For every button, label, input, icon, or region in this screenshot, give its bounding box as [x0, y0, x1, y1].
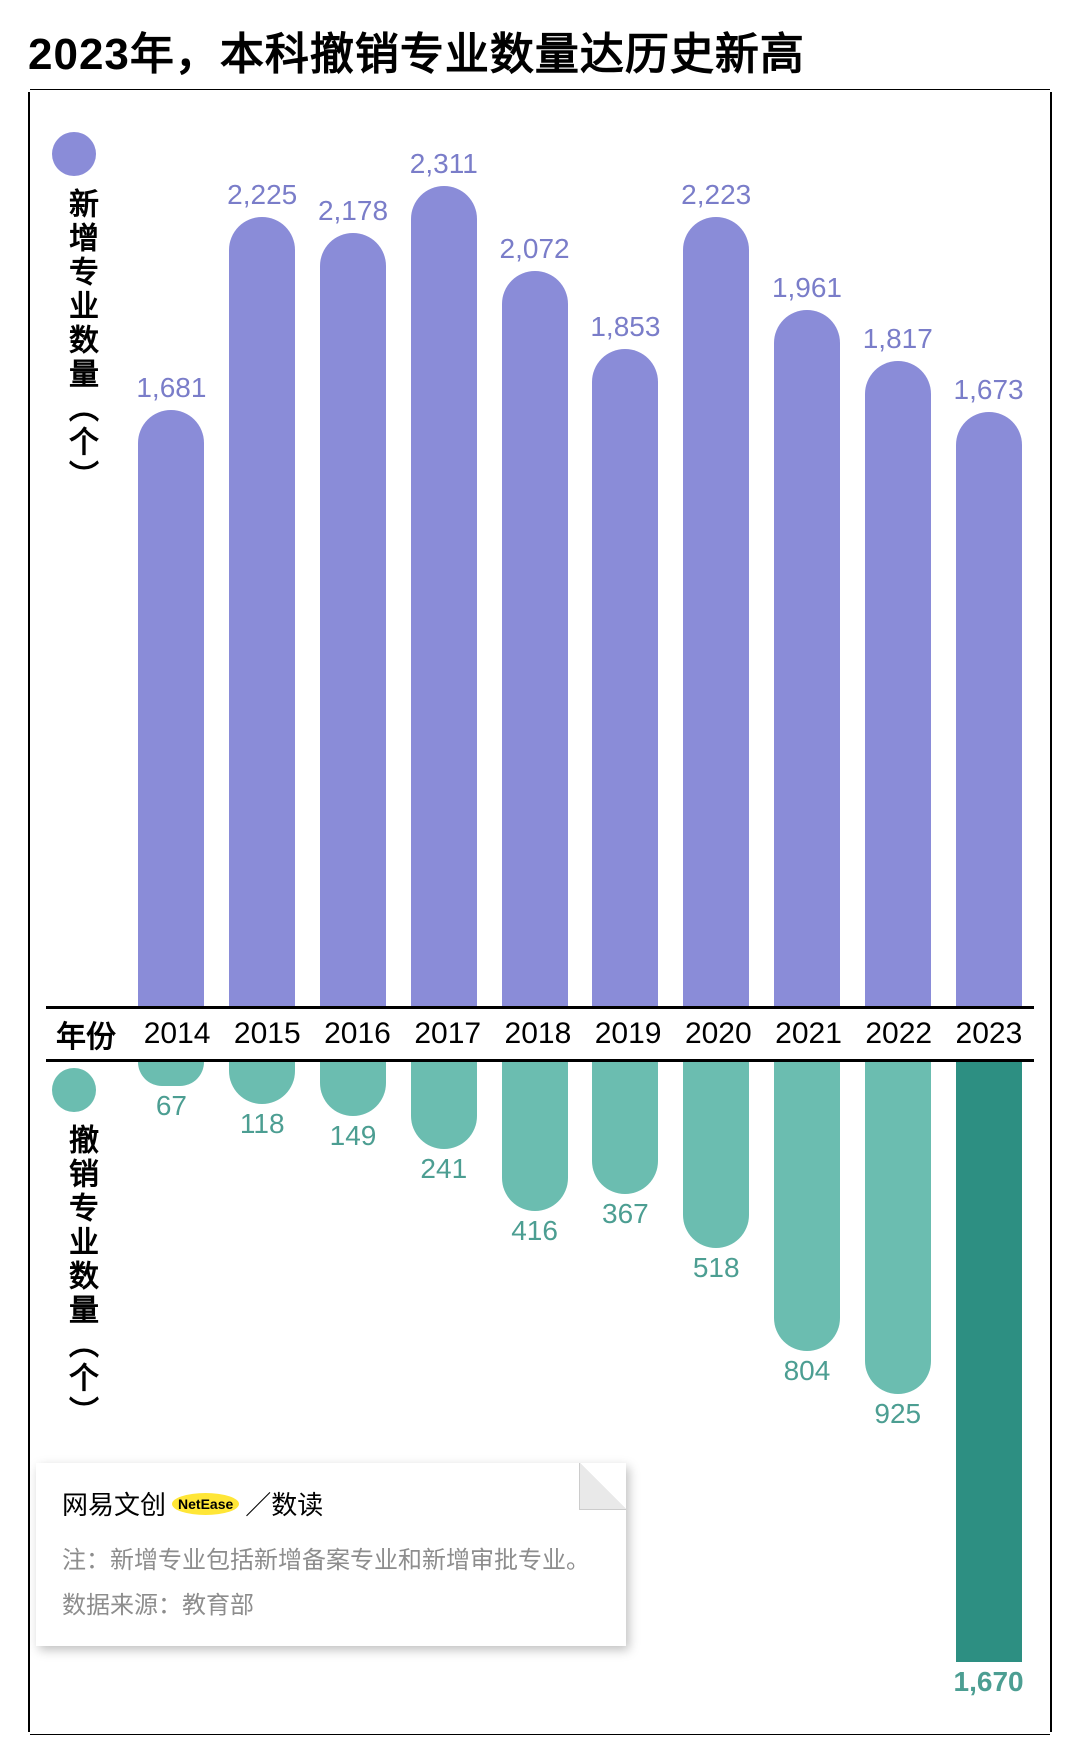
upper-bar	[592, 349, 658, 1006]
lower-bar-value: 149	[308, 1120, 399, 1152]
x-axis-year: 2019	[583, 1017, 673, 1051]
upper-bar	[865, 361, 931, 1006]
upper-bar-value: 2,072	[489, 233, 580, 265]
lower-bar-value: 67	[126, 1090, 217, 1122]
upper-bar-value: 1,817	[852, 323, 943, 355]
upper-bar	[320, 233, 386, 1006]
receipt-top-edge	[30, 90, 1050, 108]
lower-bar	[320, 1062, 386, 1116]
upper-bar-value: 1,853	[580, 311, 671, 343]
upper-bar-value: 2,178	[308, 195, 399, 227]
upper-bar-col: 2,178	[308, 126, 399, 1006]
lower-bar-value: 925	[852, 1398, 943, 1430]
lower-bar-col: 1,670	[943, 1062, 1034, 1682]
upper-bar	[956, 412, 1022, 1006]
x-axis-year: 2014	[132, 1017, 222, 1051]
lower-bar-value: 241	[398, 1153, 489, 1185]
chart-receipt-frame: 新增专业数量（个） 撤销专业数量（个） 1,681 2,2252,178 2,311…	[28, 92, 1052, 1732]
brand-left: 网易文创	[62, 1485, 166, 1522]
receipt-bottom-edge	[30, 1716, 1050, 1734]
x-axis-year: 2020	[673, 1017, 763, 1051]
lower-bar-col: 925	[852, 1062, 943, 1682]
lower-bar-col: 518	[671, 1062, 762, 1682]
upper-bars-region: 1,681 2,2252,178 2,311 2,072 1,853 2,223 1,961…	[126, 126, 1034, 1006]
lower-bar	[592, 1062, 658, 1194]
upper-bar	[683, 217, 749, 1006]
upper-bar	[411, 186, 477, 1006]
brand-right: ／数读	[245, 1485, 323, 1522]
upper-bar-value: 2,223	[671, 179, 762, 211]
upper-bar-col: 1,961	[762, 126, 853, 1006]
x-axis-year: 2017	[403, 1017, 493, 1051]
legend-dot-lower	[52, 1068, 96, 1112]
upper-bar-col: 1,673	[943, 126, 1034, 1006]
upper-bar	[774, 310, 840, 1006]
upper-bar-value: 1,673	[943, 374, 1034, 406]
lower-bar	[865, 1062, 931, 1394]
lower-bar	[502, 1062, 568, 1211]
upper-bar-value: 2,311	[398, 148, 489, 180]
lower-bar-value: 416	[489, 1215, 580, 1247]
upper-bar-col: 2,223	[671, 126, 762, 1006]
lower-bar	[774, 1062, 840, 1351]
lower-bar	[956, 1062, 1022, 1662]
x-axis-year: 2023	[944, 1017, 1034, 1051]
legend-label-lower: 撤销专业数量（个）	[58, 1124, 102, 1430]
lower-bar	[138, 1062, 204, 1086]
lower-bar-col: 804	[762, 1062, 853, 1682]
x-axis-year: 2021	[763, 1017, 853, 1051]
upper-bar-value: 1,681	[126, 372, 217, 404]
footnote-brand: 网易文创 NetEase ／数读	[62, 1485, 600, 1522]
legend-dot-upper	[52, 132, 96, 176]
lower-bar	[229, 1062, 295, 1104]
footnote-line-2: 数据来源：教育部	[62, 1585, 600, 1620]
x-axis-year: 2018	[493, 1017, 583, 1051]
upper-bar	[502, 271, 568, 1006]
upper-bar-col: 2,072	[489, 126, 580, 1006]
x-axis-year: 2016	[312, 1017, 402, 1051]
footnote-line-1: 注：新增专业包括新增备案专业和新增审批专业。	[62, 1540, 600, 1575]
upper-bar-col: 1,681	[126, 126, 217, 1006]
lower-bar	[683, 1062, 749, 1248]
x-axis-year: 2015	[222, 1017, 312, 1051]
lower-bar-value: 518	[671, 1252, 762, 1284]
lower-bar-value: 804	[762, 1355, 853, 1387]
lower-bar-value: 1,670	[943, 1666, 1034, 1698]
lower-bar	[411, 1062, 477, 1149]
footnote-card: 网易文创 NetEase ／数读 注：新增专业包括新增备案专业和新增审批专业。 …	[36, 1463, 626, 1646]
legend-label-upper: 新增专业数量（个）	[58, 188, 102, 494]
upper-bar-col: 2,225	[217, 126, 308, 1006]
x-axis-years: 2014201520162017201820192020202120222023	[132, 1017, 1034, 1051]
upper-bar	[229, 217, 295, 1006]
x-axis-strip: 年份 2014201520162017201820192020202120222…	[46, 1006, 1034, 1062]
upper-bar-col: 1,817	[852, 126, 943, 1006]
upper-bar	[138, 410, 204, 1006]
x-axis-title: 年份	[46, 1012, 122, 1056]
upper-bar-col: 2,311	[398, 126, 489, 1006]
lower-bar-value: 118	[217, 1108, 308, 1140]
upper-bar-value: 1,961	[762, 272, 853, 304]
upper-bar-value: 2,225	[217, 179, 308, 211]
lower-bar-value: 367	[580, 1198, 671, 1230]
x-axis-year: 2022	[854, 1017, 944, 1051]
upper-bar-col: 1,853	[580, 126, 671, 1006]
brand-badge-icon: NetEase	[172, 1493, 239, 1515]
chart-title: 2023年，本科撤销专业数量达历史新高	[0, 0, 1080, 92]
